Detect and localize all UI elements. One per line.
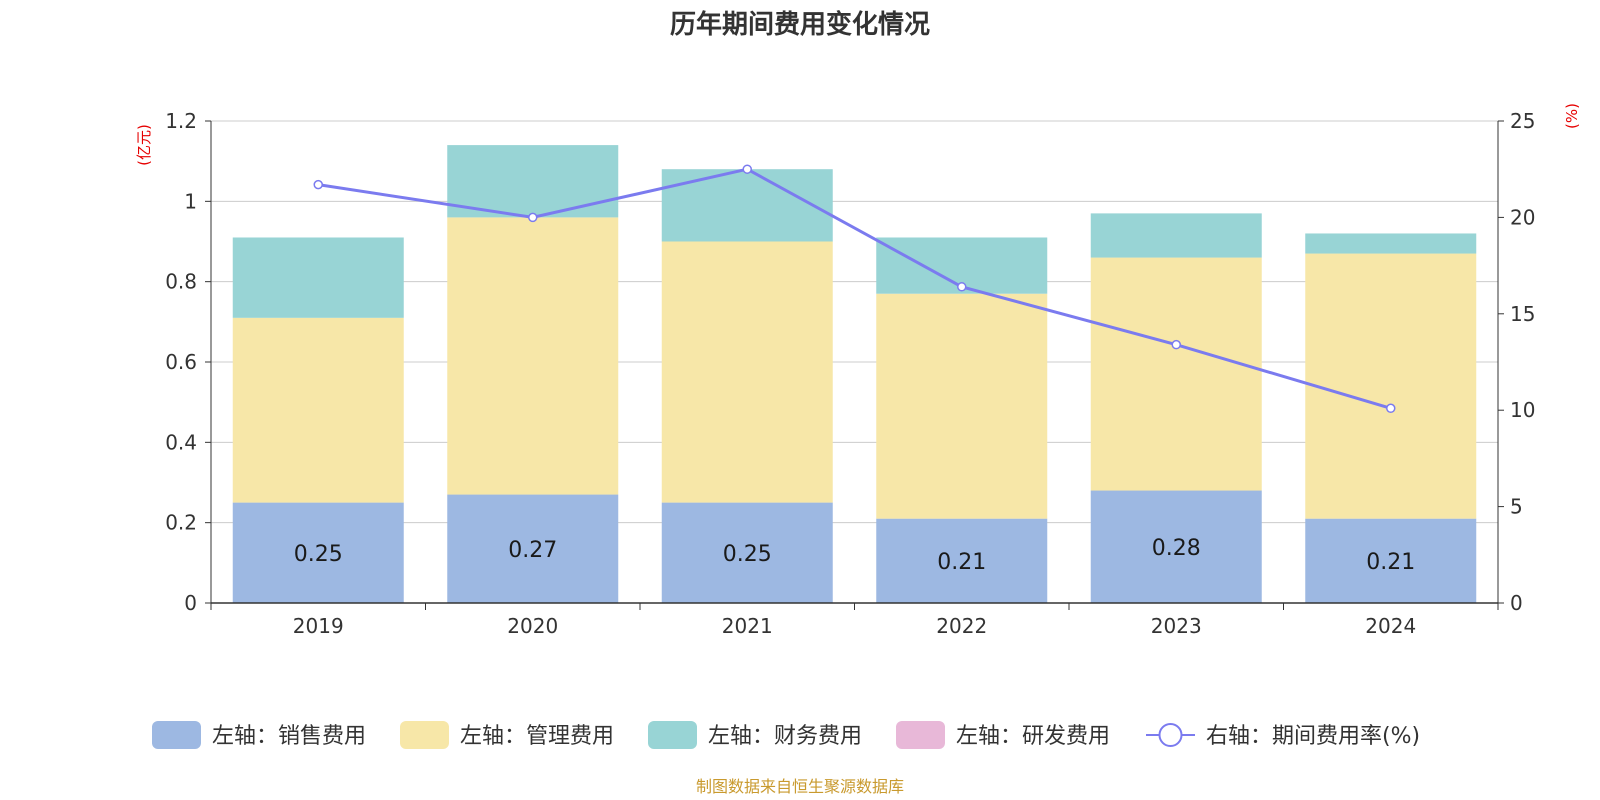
bar-segment — [876, 293, 1048, 519]
rate-line — [318, 167, 1392, 410]
rate-point — [1171, 339, 1181, 350]
right-axis-unit: (%) — [1563, 103, 1581, 129]
legend-marker-swatch — [1158, 723, 1183, 747]
legend: 左轴：销售费用 左轴：管理费用 左轴：财务费用 左轴：研发费用 右轴：期间费用率(%) — [152, 721, 1420, 749]
x-tick-label: 2020 — [507, 614, 558, 638]
rate-point — [313, 179, 323, 190]
bar-segment — [1305, 518, 1477, 603]
right-tick-label: 0 — [1510, 591, 1523, 615]
left-tick-label: 1 — [184, 189, 197, 213]
right-tick-label: 5 — [1510, 495, 1523, 519]
data-source: 制图数据来自恒生聚源数据库 — [696, 777, 904, 796]
bar-data-label: 0.28 — [1152, 536, 1201, 561]
right-tick-label: 20 — [1510, 205, 1535, 229]
bar-data-label: 0.27 — [508, 538, 557, 563]
legend-swatch — [152, 721, 201, 749]
legend-swatch — [896, 721, 945, 749]
chart-title: 历年期间费用变化情况 — [670, 9, 930, 40]
bar-segment — [1090, 213, 1262, 258]
bar-segment — [232, 237, 404, 318]
gridlines — [211, 120, 1498, 524]
bar-segment — [447, 217, 619, 495]
bar-segment — [447, 145, 619, 218]
legend-label: 左轴：财务费用 — [708, 724, 862, 749]
x-tick-label: 2023 — [1151, 614, 1202, 638]
right-tick-label: 15 — [1510, 302, 1535, 326]
bar-data-label: 0.21 — [937, 550, 986, 575]
legend-label: 左轴：研发费用 — [956, 724, 1110, 749]
bar-segment — [1090, 490, 1262, 603]
legend-label: 右轴：期间费用率(%) — [1206, 724, 1420, 749]
x-tick-label: 2019 — [293, 614, 344, 638]
x-tick-label: 2024 — [1365, 614, 1416, 638]
bar-data-label: 0.21 — [1366, 550, 1415, 575]
bar-segment — [661, 241, 833, 503]
left-tick-label: 0 — [184, 591, 197, 615]
bar-segment — [232, 502, 404, 603]
right-tick-label: 25 — [1510, 109, 1535, 133]
left-tick-label: 0.4 — [165, 430, 197, 454]
bar-segment — [1305, 253, 1477, 519]
left-tick-label: 0.8 — [165, 270, 197, 294]
legend-swatch — [648, 721, 697, 749]
bar-data-label: 0.25 — [294, 542, 343, 567]
rate-point — [1386, 403, 1396, 414]
left-tick-label: 0.6 — [165, 350, 197, 374]
bar-segment — [876, 518, 1048, 603]
rate-line-layer — [313, 164, 1396, 414]
axes: 0 0.2 0.4 0.6 0.8 1 1.2 0 5 10 15 20 25 2019 2020 2021 2… — [165, 109, 1535, 638]
legend-label: 左轴：销售费用 — [212, 724, 366, 749]
left-axis-unit: (亿元) — [135, 124, 153, 166]
legend-label: 左轴：管理费用 — [460, 724, 614, 749]
bars-layer: 0.25 0.27 0.25 0.21 0.28 0.21 — [232, 145, 1477, 603]
legend-swatch — [400, 721, 449, 749]
rate-point — [528, 212, 538, 223]
bar-segment — [661, 502, 833, 603]
bar-data-label: 0.25 — [723, 542, 772, 567]
right-tick-label: 10 — [1510, 398, 1535, 422]
x-tick-label: 2021 — [722, 614, 773, 638]
bar-segment — [661, 169, 833, 242]
bar-segment — [447, 494, 619, 603]
rate-point — [957, 282, 967, 292]
left-tick-label: 0.2 — [165, 511, 197, 535]
x-tick-label: 2022 — [936, 614, 987, 638]
bar-segment — [1305, 233, 1477, 254]
rate-point — [742, 164, 752, 174]
left-tick-label: 1.2 — [165, 109, 197, 133]
bar-segment — [232, 317, 404, 503]
bar-segment — [1090, 257, 1262, 491]
